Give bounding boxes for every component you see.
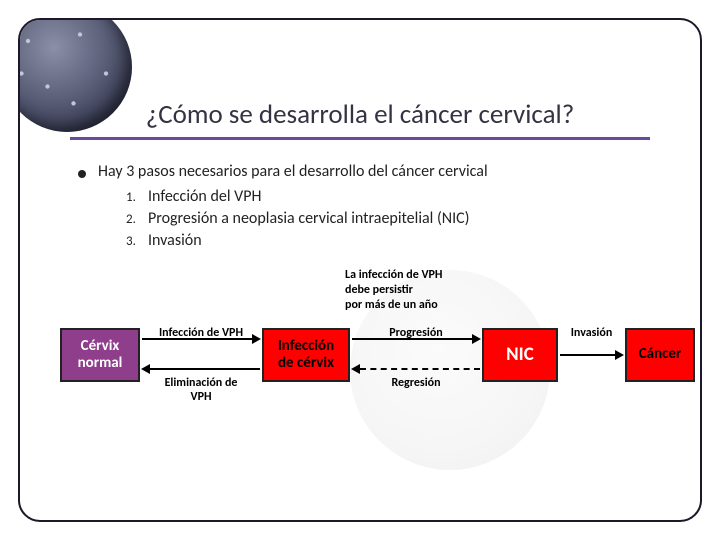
edge-label-nic-infeccion_cervix: Regresión <box>352 376 480 390</box>
bullet-dot-icon <box>78 170 86 178</box>
persistence-note: La infección de VPHdebe persistirpor más… <box>345 268 443 313</box>
node-nic: NIC <box>482 328 558 382</box>
edge-label-nic-cancer: Invasión <box>560 326 623 340</box>
arrow-nic-cancer <box>560 354 623 356</box>
node-cervix_normal: Cérvixnormal <box>60 328 140 382</box>
bullet-main: Hay 3 pasos necesarios para el desarroll… <box>78 162 650 181</box>
edge-label-infeccion_cervix-nic: Progresión <box>352 326 480 340</box>
arrow-infeccion_cervix-cervix_normal <box>142 368 260 370</box>
steps-list: 1.Infección del VPH 2.Progresión a neopl… <box>126 187 650 250</box>
slide-content: ¿Cómo se desarrolla el cáncer cervical? … <box>20 20 700 438</box>
edge-label-cervix_normal-infeccion_cervix: Infección de VPH <box>142 326 260 340</box>
arrow-nic-infeccion_cervix <box>352 368 480 370</box>
bullet-main-text: Hay 3 pasos necesarios para el desarroll… <box>98 162 488 181</box>
flowchart: La infección de VPHdebe persistirpor más… <box>60 268 650 418</box>
edge-label-infeccion_cervix-cervix_normal: Eliminación deVPH <box>142 376 260 405</box>
step-2: 2.Progresión a neoplasia cervical intrae… <box>126 209 650 228</box>
step-1: 1.Infección del VPH <box>126 187 650 206</box>
node-infeccion_cervix: Infecciónde cérvix <box>262 328 350 382</box>
step-3: 3.Invasión <box>126 231 650 250</box>
node-cancer: Cáncer <box>625 328 695 382</box>
bullet-block: Hay 3 pasos necesarios para el desarroll… <box>78 162 650 250</box>
slide-frame: ¿Cómo se desarrolla el cáncer cervical? … <box>18 18 702 522</box>
slide-title: ¿Cómo se desarrolla el cáncer cervical? <box>70 60 650 140</box>
